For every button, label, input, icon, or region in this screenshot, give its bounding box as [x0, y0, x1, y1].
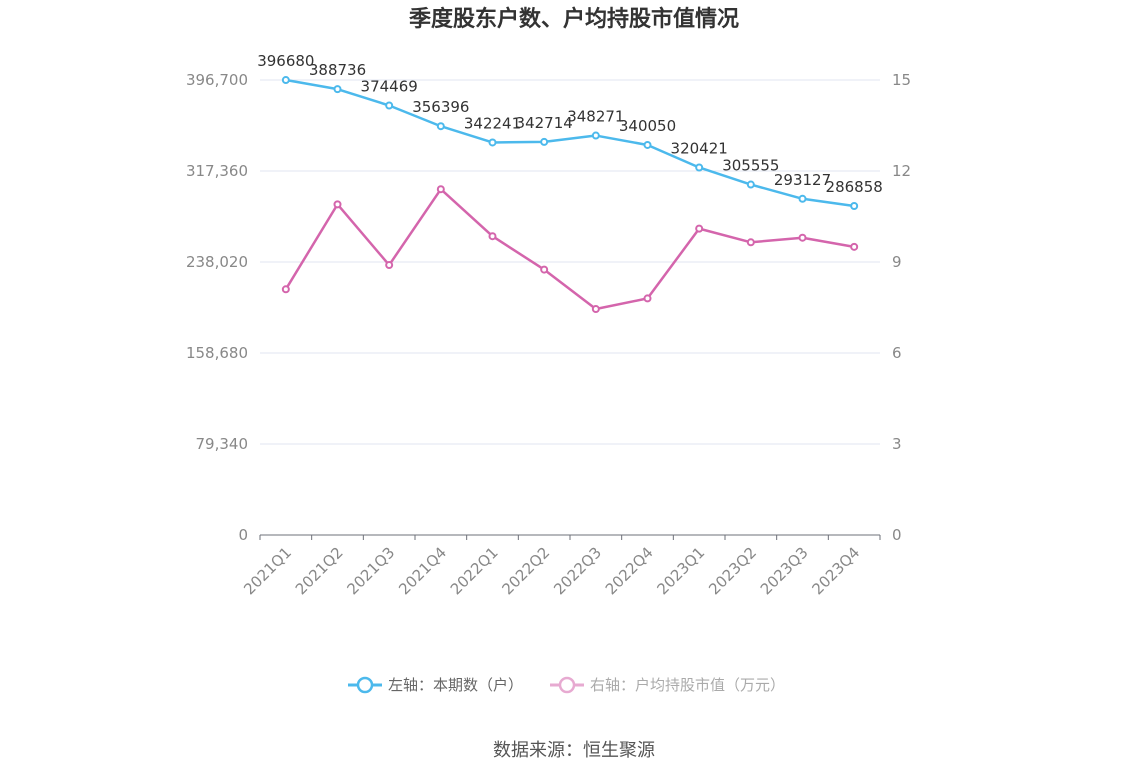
x-tick-label: 2023Q1 — [654, 543, 709, 598]
data-label: 388736 — [309, 61, 366, 79]
series-line-2 — [284, 187, 855, 311]
series-2-point[interactable] — [798, 233, 807, 242]
series-2-point[interactable] — [591, 305, 600, 314]
left-tick-label: 158,680 — [186, 344, 248, 362]
series-2-point[interactable] — [850, 242, 859, 251]
series-2-point[interactable] — [281, 285, 290, 294]
series-1-point[interactable] — [850, 201, 859, 210]
right-tick-label: 0 — [892, 526, 902, 544]
legend-marker — [558, 676, 576, 694]
left-tick-label: 238,020 — [186, 253, 248, 271]
right-tick-label: 12 — [892, 162, 911, 180]
series-layer — [281, 76, 859, 314]
legend-item-1[interactable]: 左轴：本期数（户） — [348, 676, 523, 694]
legend[interactable]: 左轴：本期数（户） 右轴：户均持股市值（万元） — [348, 676, 785, 694]
legend-marker — [356, 676, 374, 694]
data-label: 320421 — [671, 139, 728, 157]
data-label: 340050 — [619, 117, 676, 135]
x-axis: 2021Q12021Q22021Q32021Q42022Q12022Q22022… — [240, 534, 881, 598]
series-1-point[interactable] — [798, 194, 807, 203]
data-label: 342241 — [464, 114, 521, 132]
series-1-point[interactable] — [385, 101, 394, 110]
x-tick-label: 2021Q2 — [292, 543, 347, 598]
x-tick-label: 2023Q4 — [809, 543, 864, 598]
source-note: 数据来源：恒生聚源 — [493, 740, 655, 761]
series-1-point[interactable] — [333, 85, 342, 94]
x-tick-label: 2021Q1 — [240, 543, 295, 598]
x-tick-label: 2021Q3 — [344, 543, 399, 598]
left-tick-label: 317,360 — [186, 162, 248, 180]
series-1-point[interactable] — [695, 163, 704, 172]
series-1-point[interactable] — [746, 180, 755, 189]
chart-title: 季度股东户数、户均持股市值情况 — [409, 6, 739, 32]
x-tick-label: 2022Q1 — [447, 543, 502, 598]
series-2-point[interactable] — [436, 185, 445, 194]
right-axis-ticks: 0 3 6 9 12 15 — [892, 71, 911, 544]
data-label: 356396 — [412, 98, 469, 116]
left-tick-label: 79,340 — [196, 435, 249, 453]
left-tick-label: 0 — [238, 526, 248, 544]
series-2-point[interactable] — [746, 238, 755, 247]
x-tick-label: 2023Q3 — [757, 543, 812, 598]
series-1-point[interactable] — [281, 76, 290, 85]
left-tick-label: 396,700 — [186, 71, 248, 89]
data-label: 286858 — [826, 178, 883, 196]
x-tick-label: 2022Q2 — [499, 543, 554, 598]
series-2-point[interactable] — [385, 261, 394, 270]
right-tick-label: 9 — [892, 253, 902, 271]
series-1-point[interactable] — [540, 137, 549, 146]
series-2-point[interactable] — [695, 224, 704, 233]
legend-label: 左轴：本期数（户） — [388, 676, 523, 694]
series-1-point[interactable] — [488, 138, 497, 147]
x-tick-label: 2021Q4 — [395, 543, 450, 598]
x-tick-label: 2022Q4 — [602, 543, 657, 598]
data-label: 342714 — [516, 114, 573, 132]
data-label: 305555 — [722, 157, 779, 175]
data-label: 396680 — [257, 52, 314, 70]
series-1-point[interactable] — [643, 140, 652, 149]
x-tick-label: 2023Q2 — [705, 543, 760, 598]
right-tick-label: 3 — [892, 435, 902, 453]
left-axis-ticks: 0 79,340 158,680 238,020 317,360 396,700 — [186, 71, 248, 544]
series-2-point[interactable] — [333, 200, 342, 209]
series-2-point[interactable] — [643, 294, 652, 303]
series-line-1 — [285, 78, 855, 208]
grid-lines — [260, 79, 880, 445]
data-label: 374469 — [361, 77, 418, 95]
series-1-point[interactable] — [436, 122, 445, 131]
legend-item-2[interactable]: 右轴：户均持股市值（万元） — [550, 676, 785, 694]
series-2-point[interactable] — [488, 232, 497, 241]
data-label: 293127 — [774, 171, 831, 189]
right-tick-label: 6 — [892, 344, 902, 362]
x-tick-label: 2022Q3 — [550, 543, 605, 598]
right-tick-label: 15 — [892, 71, 911, 89]
series-1-point[interactable] — [591, 131, 600, 140]
legend-label: 右轴：户均持股市值（万元） — [590, 676, 785, 694]
series-2-point[interactable] — [540, 265, 549, 274]
data-label: 348271 — [567, 108, 624, 126]
